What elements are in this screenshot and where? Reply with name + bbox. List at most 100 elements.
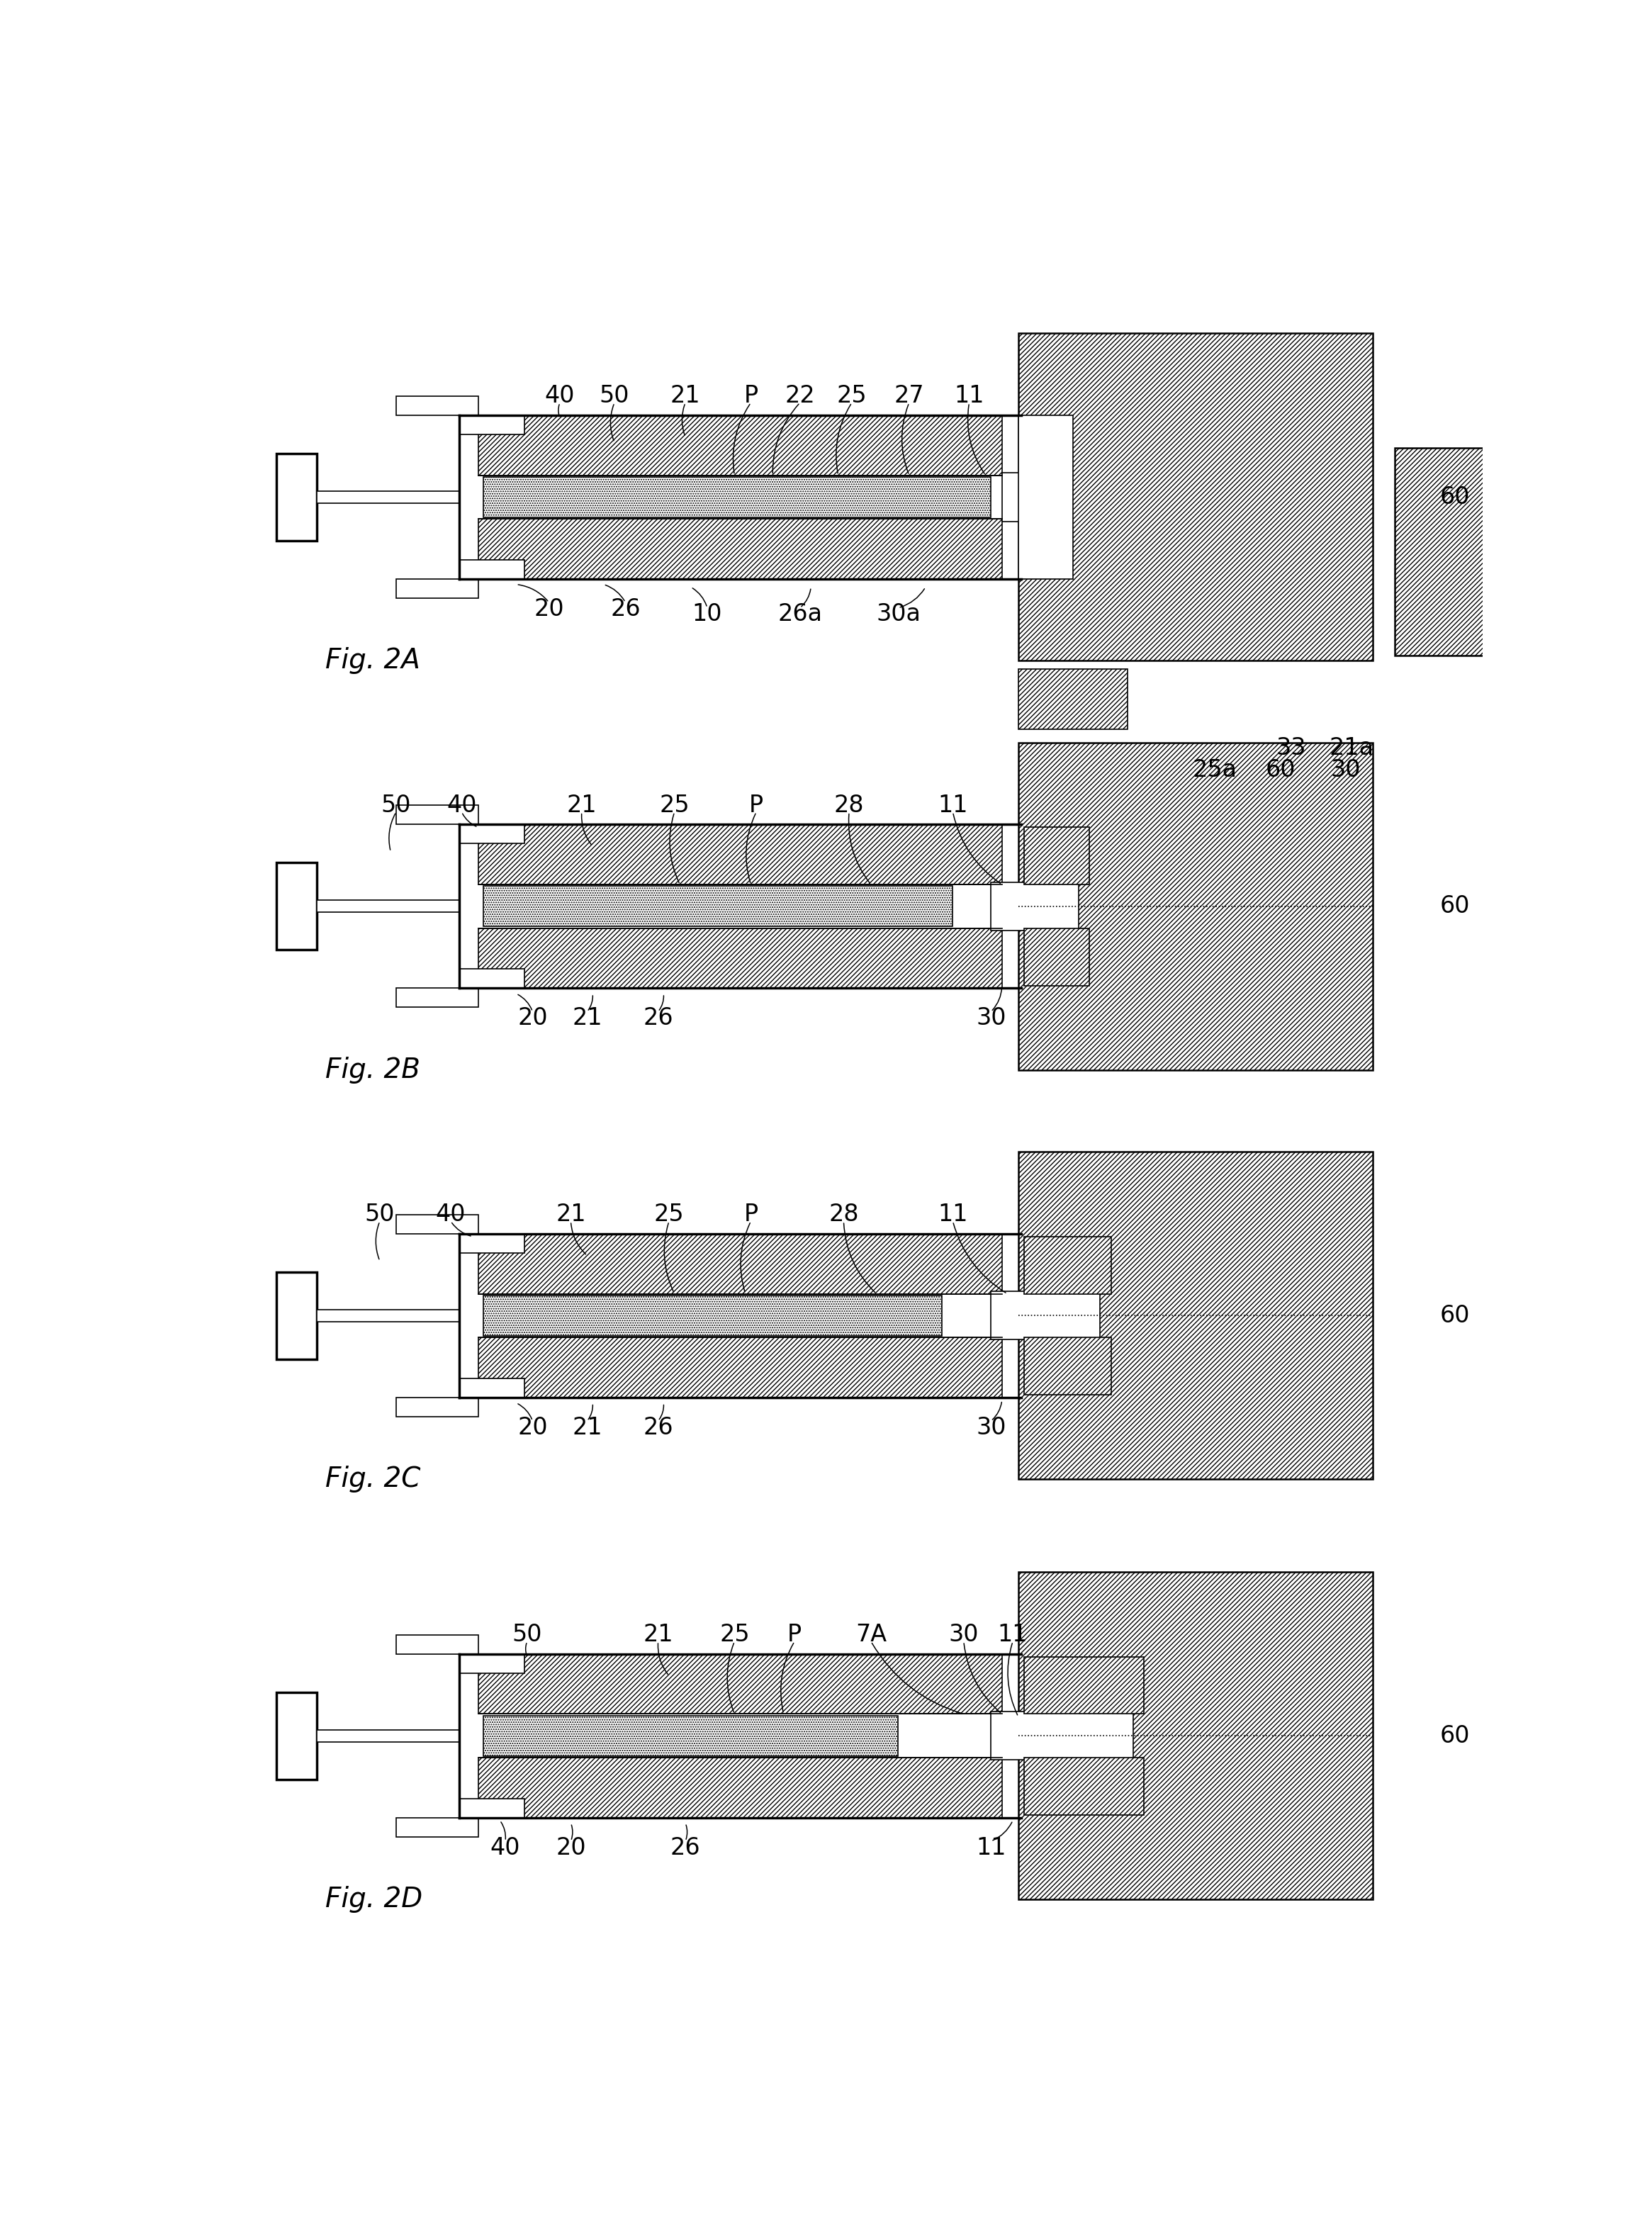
Bar: [317, 1729, 459, 1742]
Bar: [276, 1273, 317, 1359]
Bar: [477, 1654, 1001, 1714]
Bar: [1034, 930, 1084, 983]
Bar: [477, 1233, 1001, 1293]
Text: 28: 28: [834, 793, 864, 817]
Bar: [484, 1295, 942, 1335]
Bar: [1018, 742, 1373, 1069]
Bar: [1018, 334, 1373, 660]
Text: 20: 20: [517, 1007, 548, 1030]
Bar: [459, 824, 524, 844]
Bar: [1034, 1660, 1138, 1711]
Bar: [991, 883, 1079, 930]
Bar: [459, 1654, 524, 1674]
Text: 25: 25: [659, 793, 689, 817]
Bar: [459, 970, 524, 987]
Bar: [396, 578, 477, 598]
Bar: [1024, 1758, 1143, 1815]
Text: 60: 60: [1265, 757, 1295, 782]
Bar: [317, 1311, 459, 1322]
Bar: [477, 518, 1001, 578]
Text: 40: 40: [545, 385, 575, 407]
Bar: [1024, 928, 1089, 985]
Bar: [1018, 416, 1072, 578]
Text: 26: 26: [671, 1835, 700, 1860]
Text: 40: 40: [436, 1202, 466, 1227]
Text: 21a: 21a: [1328, 737, 1373, 759]
Bar: [459, 1233, 524, 1253]
Text: 21: 21: [572, 1415, 603, 1439]
Text: 30: 30: [976, 1007, 1006, 1030]
Bar: [396, 806, 477, 824]
Text: Fig. 2B: Fig. 2B: [325, 1056, 420, 1083]
Bar: [1034, 1339, 1105, 1390]
Text: 30: 30: [948, 1623, 978, 1647]
Bar: [991, 1291, 1100, 1339]
Bar: [1034, 1240, 1105, 1291]
Bar: [1024, 1656, 1143, 1714]
Text: 26: 26: [643, 1007, 674, 1030]
Text: 33: 33: [1275, 737, 1307, 759]
Bar: [477, 928, 1001, 987]
Text: 21: 21: [643, 1623, 674, 1647]
Bar: [477, 1758, 1001, 1818]
Text: Fig. 2D: Fig. 2D: [325, 1886, 423, 1913]
Bar: [991, 1711, 1133, 1760]
Text: Fig. 2C: Fig. 2C: [325, 1466, 421, 1492]
Text: P: P: [743, 1202, 758, 1227]
Bar: [1024, 828, 1089, 886]
Bar: [396, 1634, 477, 1654]
Bar: [484, 476, 991, 518]
Bar: [317, 901, 459, 912]
Text: 11: 11: [938, 1202, 968, 1227]
Bar: [1001, 472, 1034, 523]
Bar: [276, 1691, 317, 1780]
Bar: [459, 1798, 524, 1818]
Text: 20: 20: [517, 1415, 548, 1439]
Text: 28: 28: [829, 1202, 859, 1227]
Text: 11: 11: [976, 1835, 1006, 1860]
Bar: [459, 560, 524, 578]
Text: 50: 50: [600, 385, 629, 407]
Text: 60: 60: [1441, 894, 1470, 919]
Text: 26a: 26a: [778, 602, 823, 627]
Text: 22: 22: [785, 385, 814, 407]
Text: P: P: [743, 385, 758, 407]
Bar: [1018, 1572, 1373, 1900]
Text: 27: 27: [894, 385, 923, 407]
Text: 30: 30: [1330, 757, 1361, 782]
Text: 21: 21: [567, 793, 596, 817]
Bar: [477, 416, 1001, 476]
Text: 50: 50: [365, 1202, 395, 1227]
Bar: [484, 886, 953, 925]
Bar: [1024, 1337, 1112, 1395]
Bar: [1018, 1151, 1373, 1479]
Text: 50: 50: [512, 1623, 542, 1647]
Bar: [396, 1818, 477, 1838]
Text: 60: 60: [1441, 1304, 1470, 1328]
Bar: [1018, 669, 1127, 728]
Text: 26: 26: [643, 1415, 674, 1439]
Bar: [459, 1379, 524, 1397]
Text: 11: 11: [998, 1623, 1028, 1647]
Bar: [276, 863, 317, 950]
Bar: [1034, 830, 1084, 883]
Bar: [396, 1215, 477, 1233]
Text: 20: 20: [555, 1835, 586, 1860]
Text: 40: 40: [446, 793, 477, 817]
Text: 25a: 25a: [1193, 757, 1237, 782]
Bar: [1034, 1760, 1138, 1811]
Text: 25: 25: [654, 1202, 684, 1227]
Bar: [459, 416, 524, 434]
Text: 25: 25: [719, 1623, 750, 1647]
Text: 30: 30: [976, 1415, 1006, 1439]
Bar: [317, 492, 459, 503]
Text: 21: 21: [671, 385, 700, 407]
Text: Fig. 2A: Fig. 2A: [325, 646, 420, 675]
Bar: [477, 824, 1001, 886]
Text: 21: 21: [555, 1202, 586, 1227]
Bar: [396, 1397, 477, 1417]
Text: 10: 10: [692, 602, 722, 627]
Text: 50: 50: [382, 793, 411, 817]
Text: 11: 11: [938, 793, 968, 817]
Bar: [484, 1716, 899, 1756]
